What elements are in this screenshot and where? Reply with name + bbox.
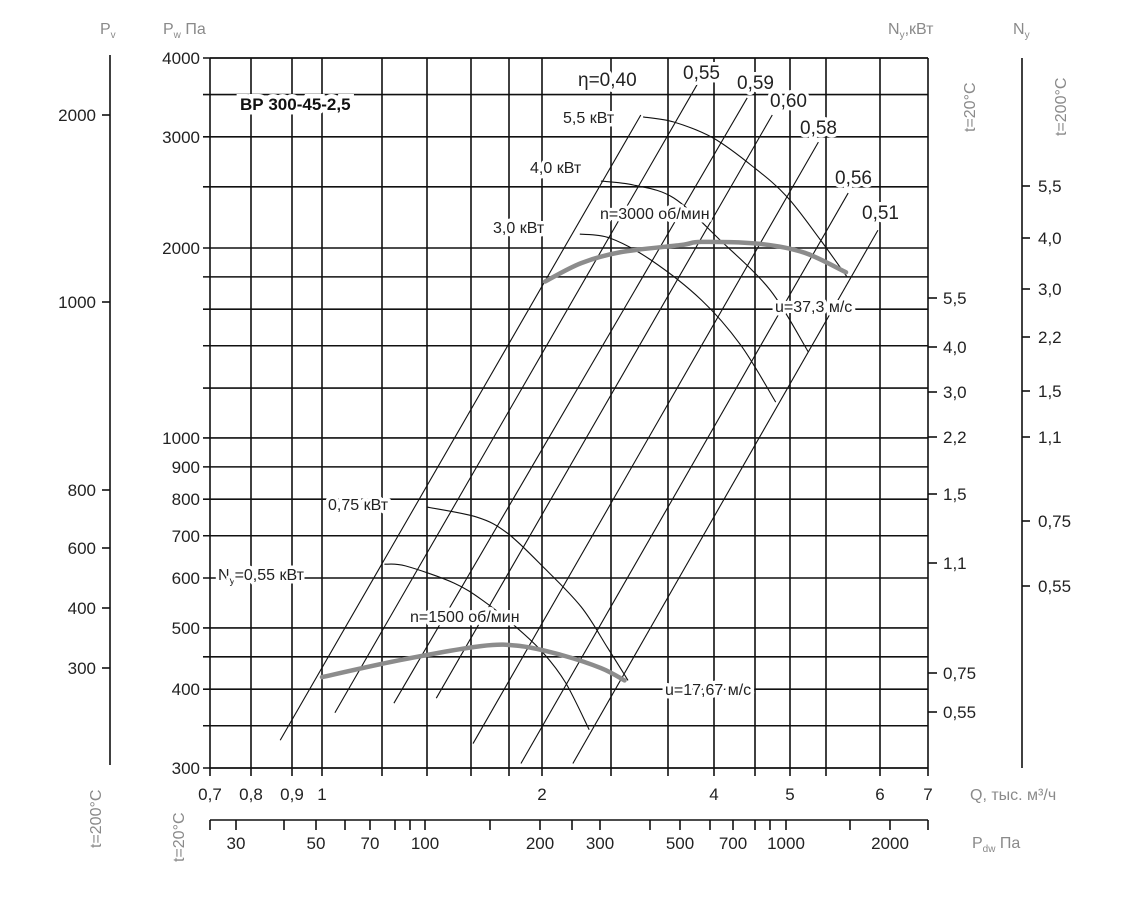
power-inner-tick-label: 2,2 [943, 428, 967, 447]
power-curve [579, 233, 777, 403]
outer-pressure-axis-title: Pv [100, 21, 116, 41]
efficiency-line [334, 81, 699, 714]
power-inner-tick-label: 1,5 [943, 485, 967, 504]
dynamic-pressure-axis-title: Pdw Па [972, 835, 1020, 855]
dynamic-pressure-tick-label: 300 [586, 834, 614, 853]
y-tick-label: 400 [172, 680, 200, 699]
dynamic-pressure-tick-label: 200 [526, 834, 554, 853]
tick-labels: 4000 3000 2000 1000 900 800 700 600 500 400 300 0,7… [58, 49, 1071, 853]
y-tick-label: 4000 [162, 49, 200, 68]
x-tick-label: 0,9 [280, 785, 304, 804]
y-tick-label: 500 [172, 619, 200, 638]
dynamic-pressure-tick-label: 50 [307, 834, 326, 853]
power-inner-tick-label: 0,75 [943, 664, 976, 683]
tip-speed-label-3000: u=37,3 м/с [775, 299, 852, 316]
outer-pressure-tick-label: 300 [68, 659, 96, 678]
x-tick-label: 4 [709, 785, 718, 804]
x-tick-label: 5 [785, 785, 794, 804]
dynamic-pressure-tick-label: 100 [411, 834, 439, 853]
pressure-axis-title: Pw Па [163, 21, 206, 41]
outer-pressure-tick-label: 400 [68, 599, 96, 618]
y-tick-label: 600 [172, 569, 200, 588]
x-tick-label: 0,7 [198, 785, 222, 804]
power-outer-tick-label: 0,75 [1038, 512, 1071, 531]
power-curve [643, 116, 848, 278]
power-curve [426, 506, 629, 681]
power-outer-tick-label: 2,2 [1038, 328, 1062, 347]
fan-speed-curve [319, 642, 627, 683]
speed-label-3000: n=3000 об/мин [600, 206, 710, 223]
power-curve-label: 4,0 кВт [530, 160, 582, 177]
temp-label-200-bottom: t=200°C [88, 790, 105, 848]
y-tick-label: 900 [172, 458, 200, 477]
outer-pressure-tick-label: 800 [68, 481, 96, 500]
power-curve [384, 563, 590, 730]
speed-curves [319, 239, 849, 683]
x-tick-label: 1 [317, 785, 326, 804]
grid [203, 57, 929, 776]
efficiency-label: 0,60 [770, 91, 807, 112]
power-curve-label: 5,5 кВт [563, 110, 615, 127]
dynamic-pressure-tick-label: 30 [227, 834, 246, 853]
x-axis-title: Q, тыс. м³/ч [970, 787, 1056, 804]
axes [102, 55, 1030, 830]
temp-label-200-power: t=200°C [1053, 78, 1070, 136]
efficiency-label: 0,59 [737, 73, 774, 94]
power-axis-inner-title: Nу,кВт [888, 21, 934, 41]
dynamic-pressure-tick-label: 500 [666, 834, 694, 853]
power-outer-tick-label: 3,0 [1038, 280, 1062, 299]
efficiency-label: 0,51 [862, 203, 899, 224]
power-outer-tick-label: 5,5 [1038, 177, 1062, 196]
power-curve-label: 3,0 кВт [493, 220, 545, 237]
power-inner-tick-label: 0,55 [943, 703, 976, 722]
power-outer-tick-label: 0,55 [1038, 577, 1071, 596]
power-inner-tick-label: 1,1 [943, 554, 967, 573]
efficiency-line [393, 97, 748, 704]
x-tick-label: 0,8 [239, 785, 263, 804]
x-tick-label: 6 [875, 785, 884, 804]
efficiency-label: 0,58 [800, 118, 837, 139]
outer-pressure-tick-label: 1000 [58, 293, 96, 312]
power-outer-tick-label: 1,5 [1038, 382, 1062, 401]
efficiency-line [435, 114, 773, 699]
y-tick-label: 800 [172, 490, 200, 509]
power-inner-tick-label: 5,5 [943, 289, 967, 308]
x-tick-label: 7 [923, 785, 932, 804]
power-inner-tick-label: 3,0 [943, 383, 967, 402]
outer-pressure-tick-label: 600 [68, 539, 96, 558]
chart-title: ВР 300-45-2,5 [240, 95, 351, 114]
dynamic-pressure-tick-label: 70 [361, 834, 380, 853]
power-axis-outer-title: Nу [1013, 21, 1030, 41]
power-inner-tick-label: 4,0 [943, 338, 967, 357]
efficiency-line [520, 192, 849, 764]
dynamic-pressure-tick-label: 700 [719, 834, 747, 853]
power-outer-tick-label: 1,1 [1038, 428, 1062, 447]
temp-label-20-bottom: t=20°C [171, 812, 188, 862]
dynamic-pressure-tick-label: 1000 [767, 834, 805, 853]
power-curve-label: 0,75 кВт [328, 497, 389, 514]
efficiency-line [279, 114, 642, 741]
tip-speed-label-1500: u=17,67 м/с [665, 682, 751, 699]
efficiency-line [572, 229, 879, 764]
dynamic-pressure-tick-label: 2000 [871, 834, 909, 853]
power-curves [384, 116, 848, 730]
efficiency-label: η=0,40 [578, 70, 637, 91]
y-tick-label: 1000 [162, 429, 200, 448]
temp-label-20-power: t=20°C [962, 82, 979, 132]
power-curve-label: Nу=0,55 кВт [218, 567, 305, 587]
efficiency-label: 0,55 [683, 63, 720, 84]
y-tick-label: 300 [172, 759, 200, 778]
x-tick-label: 2 [537, 785, 546, 804]
power-curve [600, 180, 809, 353]
speed-label-1500: n=1500 об/мин [410, 609, 520, 626]
power-outer-tick-label: 4,0 [1038, 229, 1062, 248]
y-tick-label: 3000 [162, 128, 200, 147]
outer-pressure-tick-label: 2000 [58, 106, 96, 125]
y-tick-label: 2000 [162, 239, 200, 258]
y-tick-label: 700 [172, 527, 200, 546]
efficiency-label: 0,56 [835, 168, 872, 189]
fan-speed-curve [542, 239, 849, 284]
